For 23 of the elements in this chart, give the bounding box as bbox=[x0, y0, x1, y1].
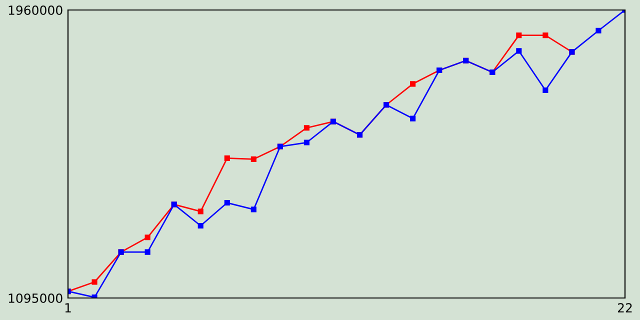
point bbox=[92, 279, 98, 285]
point bbox=[516, 32, 522, 38]
point bbox=[198, 222, 204, 229]
x-tick-label: 1 bbox=[65, 303, 71, 312]
point bbox=[198, 208, 204, 214]
y-tick-label: 1960000 bbox=[8, 5, 62, 15]
point bbox=[304, 125, 310, 131]
point bbox=[542, 87, 548, 94]
point bbox=[144, 234, 150, 240]
point bbox=[410, 116, 416, 122]
point bbox=[304, 140, 310, 146]
point bbox=[250, 156, 256, 162]
point bbox=[224, 155, 230, 161]
point bbox=[516, 48, 522, 54]
point bbox=[410, 81, 416, 87]
point bbox=[542, 32, 548, 38]
point bbox=[224, 200, 230, 206]
x-tick-label: 22 bbox=[618, 303, 632, 312]
point bbox=[250, 206, 256, 212]
y-tick-label: 1095000 bbox=[8, 293, 62, 303]
point bbox=[596, 28, 602, 34]
point bbox=[144, 249, 150, 255]
line-series bbox=[68, 10, 625, 298]
